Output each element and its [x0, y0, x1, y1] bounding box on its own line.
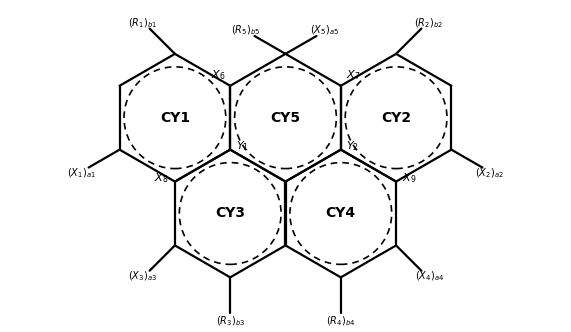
Text: $(X_1)_{a1}$: $(X_1)_{a1}$: [67, 167, 96, 180]
Text: $(R_1)_{b1}$: $(R_1)_{b1}$: [128, 17, 158, 30]
Text: $(X_3)_{a3}$: $(X_3)_{a3}$: [128, 270, 157, 284]
Text: $X_6$: $X_6$: [211, 69, 226, 82]
Text: $Y_1$: $Y_1$: [236, 139, 248, 153]
Text: $X_8$: $X_8$: [154, 171, 168, 185]
Text: $X_7$: $X_7$: [345, 69, 360, 82]
Text: $Y_2$: $Y_2$: [346, 139, 359, 153]
Text: CY4: CY4: [325, 207, 356, 220]
Text: CY1: CY1: [160, 111, 190, 125]
Text: $(X_5)_{a5}$: $(X_5)_{a5}$: [311, 23, 340, 37]
Text: CY5: CY5: [271, 111, 300, 125]
Text: $X_9$: $X_9$: [403, 171, 417, 185]
Text: $(X_2)_{a2}$: $(X_2)_{a2}$: [475, 167, 504, 180]
Text: $(R_3)_{b3}$: $(R_3)_{b3}$: [216, 314, 245, 328]
Text: $(R_4)_{b4}$: $(R_4)_{b4}$: [326, 314, 356, 328]
Text: $(R_5)_{b5}$: $(R_5)_{b5}$: [231, 23, 260, 37]
Text: $(X_4)_{a4}$: $(X_4)_{a4}$: [415, 270, 444, 284]
Text: CY3: CY3: [215, 207, 245, 220]
Text: $(R_2)_{b2}$: $(R_2)_{b2}$: [414, 17, 443, 30]
Text: CY2: CY2: [381, 111, 411, 125]
